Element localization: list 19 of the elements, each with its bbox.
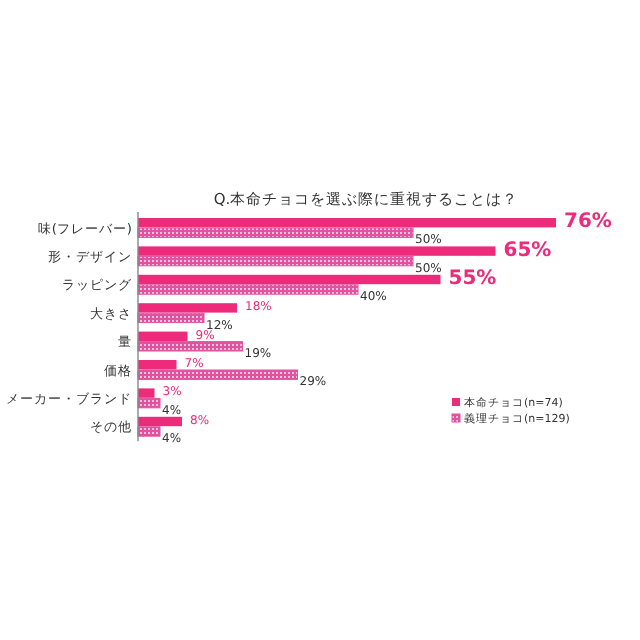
data-label: 65% [503,239,552,262]
bar [138,416,182,427]
bar [137,397,161,409]
bar [137,284,359,295]
bar [137,255,414,267]
data-label: 55% [448,268,497,291]
bar [138,303,237,313]
bar [138,218,556,228]
bar [138,331,188,341]
bar [137,227,414,238]
data-label: 76% [564,211,612,234]
bar [138,246,496,256]
bar [138,388,155,398]
bar [137,312,205,324]
bar [137,341,243,352]
bar [137,426,161,437]
bar [137,369,298,380]
bar [138,360,177,370]
bar [138,274,441,285]
